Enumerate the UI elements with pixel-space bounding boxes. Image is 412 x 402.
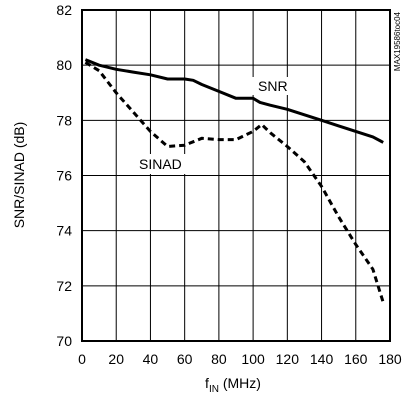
x-tick-label: 180 [378, 351, 402, 367]
x-tick-label: 160 [344, 351, 368, 367]
series-line-snr [85, 60, 383, 143]
x-tick-label: 100 [241, 351, 265, 367]
x-axis-label-unit: (MHz) [219, 375, 261, 391]
x-tick-label: 140 [310, 351, 334, 367]
y-tick-label: 70 [56, 333, 72, 349]
figure-code: MAX19586toc04 [393, 11, 402, 71]
chart-grid [82, 10, 390, 341]
x-axis-label: fIN (MHz) [205, 375, 261, 395]
x-tick-label: 40 [143, 351, 159, 367]
y-tick-label: 76 [56, 168, 72, 184]
y-tick-label: 72 [56, 278, 72, 294]
tick-labels: 0 20 40 60 80 100 120 140 160 180 70 72 74 76 78 80 82 [56, 2, 401, 367]
x-axis-label-subscript: IN [209, 384, 219, 395]
x-tick-label: 20 [108, 351, 124, 367]
y-tick-label: 74 [56, 223, 72, 239]
x-tick-label: 0 [78, 351, 86, 367]
x-tick-label: 120 [276, 351, 300, 367]
y-tick-label: 82 [56, 2, 72, 18]
y-axis-label: SNR/SINAD (dB) [11, 122, 27, 229]
series-label-sinad: SINAD [139, 156, 182, 172]
x-tick-label: 80 [211, 351, 227, 367]
series-label-snr: SNR [258, 78, 288, 94]
y-tick-label: 80 [56, 57, 72, 73]
y-tick-label: 78 [56, 112, 72, 128]
chart-series [85, 60, 383, 303]
x-tick-label: 60 [177, 351, 193, 367]
